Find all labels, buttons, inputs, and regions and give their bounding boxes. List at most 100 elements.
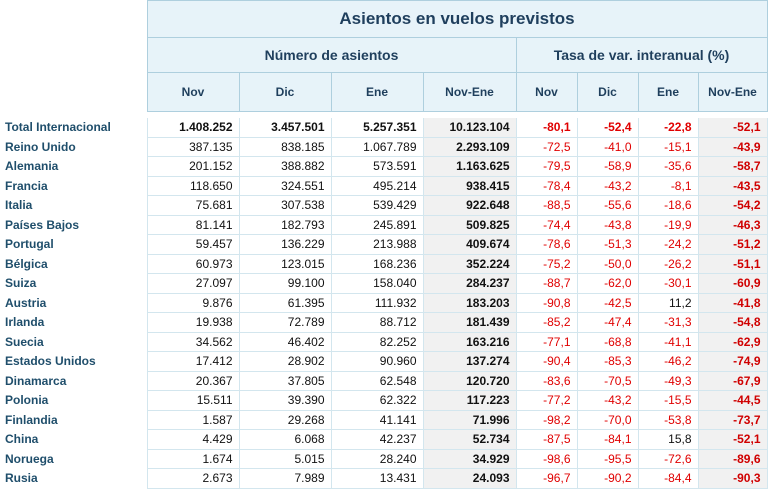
table-title: Asientos en vuelos previstos: [146, 0, 768, 38]
cell-nov: 9.876: [146, 293, 240, 313]
cell-rate-nov-ene: -58,7: [697, 156, 768, 177]
cell-rate-nov: -77,1: [515, 332, 578, 352]
table-row: Dinamarca 20.367 37.805 62.548 120.720 -83,6-…: [0, 371, 768, 391]
cell-rate-ene: -35,6: [637, 156, 699, 177]
cell-rate-nov-ene: -54,2: [697, 195, 768, 216]
cell-dic: 72.789: [238, 312, 332, 333]
cell-rate-ene: 15,8: [637, 429, 699, 450]
cell-rate-nov-ene: -51,1: [697, 254, 768, 274]
cell-rate-ene: -49,3: [637, 371, 699, 391]
cell-rate-dic: -52,4: [576, 117, 639, 138]
row-label: Estados Unidos: [5, 354, 96, 369]
cell-rate-nov-ene: -90,3: [697, 468, 768, 489]
cell-rate-dic: -85,3: [576, 351, 639, 372]
cell-dic: 136.229: [238, 234, 332, 255]
corner-blank: [0, 38, 147, 73]
col-header-dic: Dic: [238, 72, 332, 112]
row-label: Alemania: [5, 159, 59, 174]
col-header-ene: Ene: [330, 72, 424, 112]
table-row: Rusia 2.673 7.989 13.431 24.093 -96,7 -90,2 -84…: [0, 468, 768, 489]
cell-rate-nov: -90,4: [515, 351, 578, 372]
col-header-rate-ene: Ene: [637, 72, 699, 112]
cell-rate-dic: -41,0: [576, 137, 639, 157]
cell-nov-ene: 24.093: [422, 468, 517, 489]
cell-rate-nov: -98,6: [515, 449, 578, 469]
table-row: Francia 118.650 324.551 495.214 938.415 -78,4…: [0, 176, 768, 196]
cell-nov-ene: 2.293.109: [422, 137, 517, 157]
cell-rate-nov: -98,2: [515, 410, 578, 430]
table-row: Alemania 201.152 388.882 573.591 1.163.625 -7…: [0, 156, 768, 177]
cell-ene: 1.067.789: [330, 137, 424, 157]
row-label: China: [5, 432, 39, 447]
cell-rate-ene: -19,9: [637, 215, 699, 235]
cell-rate-ene: -46,2: [637, 351, 699, 372]
cell-dic: 99.100: [238, 273, 332, 294]
cell-ene: 495.214: [330, 176, 424, 196]
cell-dic: 7.989: [238, 468, 332, 489]
cell-nov: 60.973: [146, 254, 240, 274]
table-row: Portugal 59.457 136.229 213.988 409.674 -78,6…: [0, 234, 768, 255]
table-row: Suecia 34.562 46.402 82.252 163.216 -77,1 -68,…: [0, 332, 768, 352]
cell-dic: 307.538: [238, 195, 332, 216]
cell-rate-ene: -18,6: [637, 195, 699, 216]
table-row: Estados Unidos 17.412 28.902 90.960 137.274-…: [0, 351, 768, 372]
cell-rate-nov-ene: -41,8: [697, 293, 768, 313]
cell-dic: 3.457.501: [238, 117, 332, 138]
cell-rate-nov: -88,5: [515, 195, 578, 216]
cell-rate-nov: -88,7: [515, 273, 578, 294]
cell-dic: 388.882: [238, 156, 332, 177]
row-label: Suiza: [5, 276, 37, 291]
row-label: Austria: [5, 295, 47, 310]
cell-nov: 15.511: [146, 390, 240, 411]
row-label: Francia: [5, 178, 48, 193]
cell-nov-ene: 117.223: [422, 390, 517, 411]
col-header-rate-nov-ene: Nov-Ene: [697, 72, 768, 112]
cell-nov-ene: 52.734: [422, 429, 517, 450]
table-row: Austria 9.876 61.395 111.932 183.203 -90,8 -42…: [0, 293, 768, 313]
cell-nov: 20.367: [146, 371, 240, 391]
group-header-rate: Tasa de var. interanual (%): [515, 37, 768, 73]
cell-rate-dic: -62,0: [576, 273, 639, 294]
table-row: Finlandia 1.587 29.268 41.141 71.996 -98,2 -70…: [0, 410, 768, 430]
cell-nov: 201.152: [146, 156, 240, 177]
cell-nov-ene: 409.674: [422, 234, 517, 255]
cell-dic: 838.185: [238, 137, 332, 157]
cell-ene: 41.141: [330, 410, 424, 430]
cell-ene: 62.322: [330, 390, 424, 411]
cell-rate-nov: -77,2: [515, 390, 578, 411]
cell-ene: 111.932: [330, 293, 424, 313]
cell-nov: 387.135: [146, 137, 240, 157]
cell-nov-ene: 1.163.625: [422, 156, 517, 177]
cell-dic: 324.551: [238, 176, 332, 196]
cell-nov-ene: 181.439: [422, 312, 517, 333]
cell-nov-ene: 10.123.104: [422, 117, 517, 138]
row-label: Polonia: [5, 393, 49, 408]
cell-nov-ene: 137.274: [422, 351, 517, 372]
col-header-nov-ene: Nov-Ene: [422, 72, 517, 112]
row-label: Total Internacional: [5, 120, 111, 135]
cell-ene: 213.988: [330, 234, 424, 255]
table-row: China 4.429 6.068 42.237 52.734 -87,5 -84,1 15,…: [0, 429, 768, 450]
cell-rate-dic: -70,0: [576, 410, 639, 430]
table-row: Reino Unido 387.135 838.185 1.067.789 2.293.…: [0, 137, 768, 157]
cell-rate-ene: -22,8: [637, 117, 699, 138]
cell-nov-ene: 163.216: [422, 332, 517, 352]
cell-dic: 39.390: [238, 390, 332, 411]
cell-nov: 4.429: [146, 429, 240, 450]
cell-nov: 19.938: [146, 312, 240, 333]
cell-rate-nov: -87,5: [515, 429, 578, 450]
cell-rate-nov-ene: -52,1: [697, 429, 768, 450]
cell-ene: 88.712: [330, 312, 424, 333]
cell-rate-dic: -43,8: [576, 215, 639, 235]
cell-rate-nov: -83,6: [515, 371, 578, 391]
cell-rate-dic: -55,6: [576, 195, 639, 216]
cell-rate-ene: -41,1: [637, 332, 699, 352]
cell-rate-nov: -79,5: [515, 156, 578, 177]
row-label: Noruega: [5, 451, 54, 466]
cell-dic: 28.902: [238, 351, 332, 372]
table-row: Italia 75.681 307.538 539.429 922.648 -88,5 -5…: [0, 195, 768, 216]
cell-rate-ene: 11,2: [637, 293, 699, 313]
cell-rate-nov: -78,4: [515, 176, 578, 196]
cell-rate-nov-ene: -43,5: [697, 176, 768, 196]
cell-rate-dic: -84,1: [576, 429, 639, 450]
